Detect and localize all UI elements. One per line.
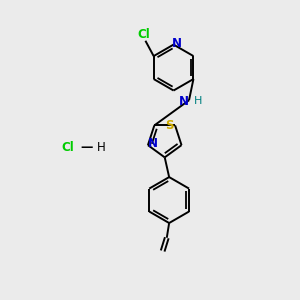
Text: H: H (194, 96, 202, 106)
Text: Cl: Cl (61, 141, 74, 154)
Text: S: S (166, 119, 174, 132)
Text: H: H (97, 141, 106, 154)
Text: N: N (172, 37, 182, 50)
Text: —: — (80, 141, 93, 154)
Text: N: N (148, 137, 158, 151)
Text: Cl: Cl (138, 28, 151, 41)
Text: N: N (179, 95, 189, 108)
